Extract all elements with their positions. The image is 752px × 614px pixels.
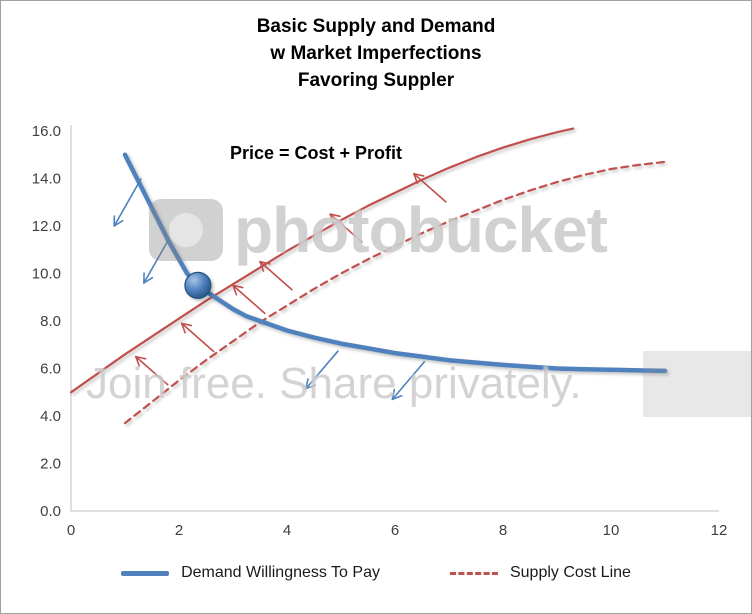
legend-item-demand: Demand Willingness To Pay bbox=[121, 564, 380, 582]
y-tick-label: 6.0 bbox=[40, 361, 61, 378]
supply-cost-dashed-line bbox=[123, 160, 667, 425]
supply-shift-arrow-head bbox=[413, 172, 425, 177]
supply-shift-arrow-head bbox=[180, 322, 193, 327]
supply-shift-arrow-head bbox=[329, 213, 335, 225]
supply-shift-arrow bbox=[259, 261, 293, 291]
supply-shift-arrow-head bbox=[413, 172, 419, 184]
chart-title-line-2: w Market Imperfections bbox=[270, 43, 482, 64]
demand-shift-arrow-head bbox=[113, 219, 124, 227]
demand-shift-arrow-head bbox=[391, 388, 396, 401]
demand-shift-arrow bbox=[113, 178, 142, 227]
chart-legend: Demand Willingness To Pay Supply Cost Li… bbox=[1, 564, 751, 582]
legend-label-supply: Supply Cost Line bbox=[509, 564, 631, 581]
supply-price-solid-line bbox=[69, 127, 575, 394]
demand-shift-arrow bbox=[391, 360, 426, 400]
demand-shift-arrow bbox=[143, 239, 169, 284]
supply-shift-arrow-head bbox=[180, 322, 186, 334]
x-tick-label: 8 bbox=[499, 522, 507, 539]
y-tick-label: 0.0 bbox=[40, 503, 61, 520]
demand-shift-arrow-head bbox=[143, 276, 154, 284]
supply-shift-arrow bbox=[232, 284, 266, 315]
demand-shift-arrow-head bbox=[391, 395, 403, 401]
supply-shift-arrow-head bbox=[135, 355, 141, 367]
supply-shift-arrow bbox=[413, 173, 447, 203]
supply-shift-arrow-head bbox=[259, 260, 271, 265]
y-tick-label: 14.0 bbox=[32, 171, 61, 188]
demand-shift-arrow-head bbox=[305, 378, 309, 390]
price-cost-profit-annotation: Price = Cost + Profit bbox=[229, 143, 403, 163]
supply-shift-arrow-head bbox=[259, 260, 265, 272]
supply-shift-arrow bbox=[135, 356, 169, 386]
y-tick-label: 10.0 bbox=[32, 266, 61, 283]
supply-shift-arrow-head bbox=[329, 213, 341, 218]
supply-shift-arrow bbox=[329, 213, 364, 244]
x-tick-label: 6 bbox=[391, 522, 399, 539]
y-tick-label: 4.0 bbox=[40, 408, 61, 425]
x-tick-label: 0 bbox=[67, 522, 75, 539]
chart-title: Basic Supply and Demand w Market Imperfe… bbox=[1, 13, 751, 94]
demand-shift-arrow-head bbox=[305, 384, 317, 390]
x-tick-label: 10 bbox=[603, 522, 620, 539]
supply-shift-arrow-head bbox=[232, 284, 238, 296]
supply-shift-arrow-head bbox=[135, 355, 147, 360]
demand-line bbox=[122, 152, 668, 374]
y-tick-label: 12.0 bbox=[32, 218, 61, 235]
x-tick-label: 12 bbox=[711, 522, 728, 539]
y-tick-label: 8.0 bbox=[40, 313, 61, 330]
y-tick-label: 16.0 bbox=[32, 123, 61, 140]
supply-shift-arrow-head bbox=[232, 284, 244, 289]
x-tick-label: 2 bbox=[175, 522, 183, 539]
demand-shift-arrow bbox=[305, 350, 339, 390]
supply-shift-arrow bbox=[181, 322, 215, 353]
chart-title-line-1: Basic Supply and Demand bbox=[256, 16, 496, 37]
x-tick-label: 4 bbox=[283, 522, 291, 539]
equilibrium-marker bbox=[184, 271, 212, 299]
y-tick-label: 2.0 bbox=[40, 456, 61, 473]
legend-label-demand: Demand Willingness To Pay bbox=[181, 564, 380, 581]
supply-line-swatch bbox=[449, 571, 498, 575]
demand-line-swatch bbox=[121, 570, 170, 576]
chart-title-line-3: Favoring Suppler bbox=[297, 70, 455, 91]
legend-item-supply: Supply Cost Line bbox=[449, 564, 631, 582]
